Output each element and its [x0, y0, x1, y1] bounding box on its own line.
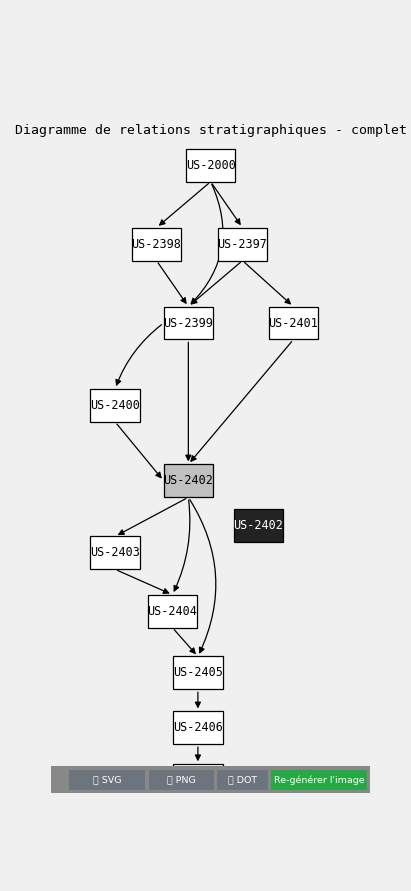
Text: 🖹 DOT: 🖹 DOT — [228, 775, 257, 784]
FancyBboxPatch shape — [173, 657, 223, 690]
Text: US-2403: US-2403 — [90, 546, 140, 560]
FancyBboxPatch shape — [164, 464, 213, 497]
Text: US-2399: US-2399 — [164, 316, 213, 330]
FancyBboxPatch shape — [132, 228, 181, 260]
FancyBboxPatch shape — [148, 594, 197, 627]
Bar — [271, 770, 367, 790]
FancyBboxPatch shape — [164, 307, 213, 339]
Text: US-2405: US-2405 — [173, 666, 223, 680]
Text: Diagramme de relations stratigraphiques - complet: Diagramme de relations stratigraphiques … — [15, 124, 406, 137]
Bar — [148, 770, 214, 790]
Text: US-2406: US-2406 — [173, 722, 223, 734]
Text: US-2404: US-2404 — [148, 605, 197, 617]
FancyBboxPatch shape — [186, 149, 236, 182]
Text: US-2407: US-2407 — [173, 774, 223, 787]
Bar — [69, 770, 145, 790]
FancyBboxPatch shape — [90, 536, 140, 569]
Text: 🖹 PNG: 🖹 PNG — [167, 775, 196, 784]
FancyBboxPatch shape — [173, 764, 223, 797]
Text: Re-générer l'image: Re-générer l'image — [274, 775, 364, 785]
Text: US-2402: US-2402 — [233, 519, 283, 532]
Text: US-2401: US-2401 — [268, 316, 319, 330]
Bar — [217, 770, 268, 790]
FancyBboxPatch shape — [269, 307, 318, 339]
FancyBboxPatch shape — [173, 711, 223, 744]
Text: US-2400: US-2400 — [90, 399, 140, 412]
Text: US-2397: US-2397 — [217, 238, 268, 250]
FancyBboxPatch shape — [234, 509, 283, 542]
FancyBboxPatch shape — [218, 228, 267, 260]
Bar — [51, 765, 370, 793]
Text: US-2398: US-2398 — [132, 238, 181, 250]
Text: US-2402: US-2402 — [164, 474, 213, 487]
Text: US-2000: US-2000 — [186, 159, 236, 172]
FancyBboxPatch shape — [90, 388, 140, 421]
Text: 🖹 SVG: 🖹 SVG — [93, 775, 121, 784]
